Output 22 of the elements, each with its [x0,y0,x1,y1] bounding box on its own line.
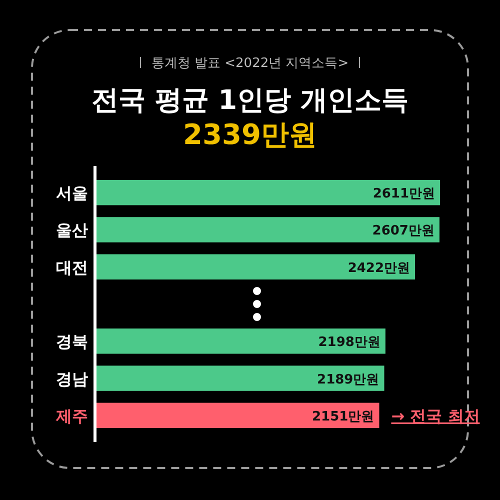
bar [95,366,384,391]
data-label: 2611만원 [372,186,435,202]
bar [95,328,386,354]
bar [95,217,440,242]
chart-title: 전국 평균 1인당 개인소득 [92,85,408,116]
y-tick-label: 대전 [56,258,88,277]
data-label: 2189만원 [317,372,380,388]
y-tick-label: 서울 [56,184,88,203]
text: ㅣ 통계청 발표 <2022년 지역소득> ㅣ [134,56,366,71]
bar [95,254,416,280]
data-label: 2607만원 [372,224,434,239]
y-tick-label: 울산 [56,220,88,240]
data-label: 2422만원 [348,260,410,276]
bar [95,180,440,206]
data-label: 2151만원 [312,409,374,424]
y-tick-label: 경남 [56,369,88,388]
y-tick-label: 제주 [55,406,88,426]
y-tick-label: 경북 [56,332,88,352]
chart-subtitle: 2339만원 [183,118,317,151]
data-label: 2198만원 [318,335,380,350]
bar [95,402,380,428]
annotation: → 전국 최저 [391,406,480,426]
